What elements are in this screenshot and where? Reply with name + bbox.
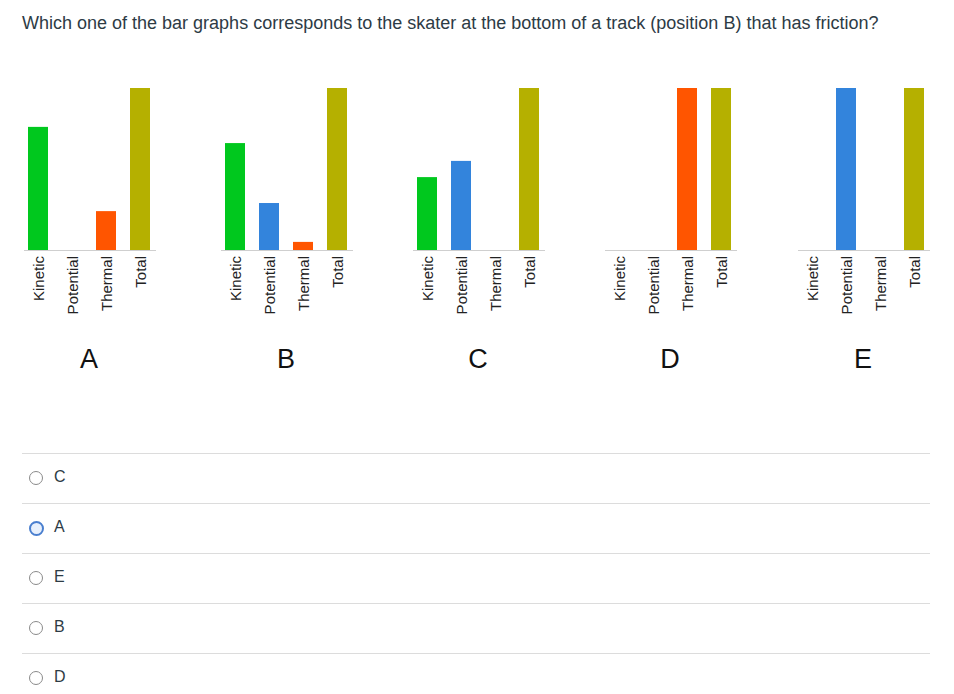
category-label: Thermal	[679, 256, 696, 311]
separator	[22, 553, 930, 554]
baseline	[221, 250, 353, 251]
bar	[28, 127, 48, 250]
baseline	[798, 250, 930, 251]
radio-button[interactable]	[29, 671, 43, 685]
bar	[609, 250, 629, 251]
bars	[417, 88, 539, 250]
category-label: Potential	[453, 256, 470, 314]
bars	[225, 88, 347, 250]
bars	[836, 88, 924, 250]
bar	[96, 211, 116, 250]
bar	[677, 88, 697, 250]
category-label: Thermal	[872, 256, 889, 311]
category-label: Potential	[261, 256, 278, 314]
chart-title: D	[660, 344, 680, 374]
chart: Kinetic Potential Thermal Total B	[221, 88, 353, 374]
bar	[904, 88, 924, 250]
bar	[62, 250, 82, 251]
category-label: Thermal	[98, 256, 115, 311]
category-label: Total	[713, 256, 730, 288]
option-label[interactable]: C	[54, 468, 66, 486]
chart-title: A	[80, 344, 98, 374]
option-label[interactable]: A	[54, 518, 65, 536]
category-label: Kinetic	[611, 256, 628, 302]
category-label: Kinetic	[30, 256, 47, 302]
bar	[417, 177, 437, 250]
option-label[interactable]: D	[54, 668, 66, 686]
category-label: Thermal	[295, 256, 312, 311]
bar	[451, 161, 471, 250]
bars	[28, 88, 150, 250]
category-label: Potential	[64, 256, 81, 314]
chart-title: E	[854, 344, 872, 374]
bar	[802, 250, 822, 251]
category-label: Total	[521, 256, 538, 288]
bar	[711, 88, 731, 250]
category-label: Potential	[645, 256, 662, 314]
separator	[22, 653, 930, 654]
option-label[interactable]: E	[54, 568, 65, 586]
chart: Kinetic Potential Thermal Total E	[798, 88, 930, 374]
category-label: Thermal	[487, 256, 504, 311]
category-label: Total	[906, 256, 923, 288]
bars	[677, 88, 731, 250]
separator	[22, 503, 930, 504]
baseline	[605, 250, 737, 251]
option-label[interactable]: B	[54, 618, 65, 636]
category-label: Total	[132, 256, 149, 288]
radio-button[interactable]	[29, 521, 44, 536]
chart-title: C	[468, 344, 488, 374]
baseline	[24, 250, 156, 251]
bar	[225, 143, 245, 250]
bar	[327, 88, 347, 250]
category-label: Kinetic	[227, 256, 244, 302]
radio-button[interactable]	[29, 571, 43, 585]
chart: Kinetic Potential Thermal Total C	[413, 88, 545, 374]
bar	[293, 242, 313, 250]
separator	[22, 603, 930, 604]
radio-button[interactable]	[29, 621, 43, 635]
bar	[130, 88, 150, 250]
bar	[836, 88, 856, 250]
bar	[643, 250, 663, 251]
separator	[22, 453, 930, 454]
category-label: Kinetic	[419, 256, 436, 302]
bar	[519, 88, 539, 250]
category-label: Potential	[838, 256, 855, 314]
radio-button[interactable]	[29, 471, 43, 485]
chart-title: B	[277, 344, 295, 374]
baseline	[413, 250, 545, 251]
bar	[485, 250, 505, 251]
category-label: Kinetic	[804, 256, 821, 302]
category-label: Total	[329, 256, 346, 288]
chart: Kinetic Potential Thermal Total D	[605, 88, 737, 374]
bar	[259, 203, 279, 250]
bar	[870, 250, 890, 251]
question: Which one of the bar graphs corresponds …	[22, 8, 912, 38]
chart: Kinetic Potential Thermal Total A	[24, 88, 156, 374]
